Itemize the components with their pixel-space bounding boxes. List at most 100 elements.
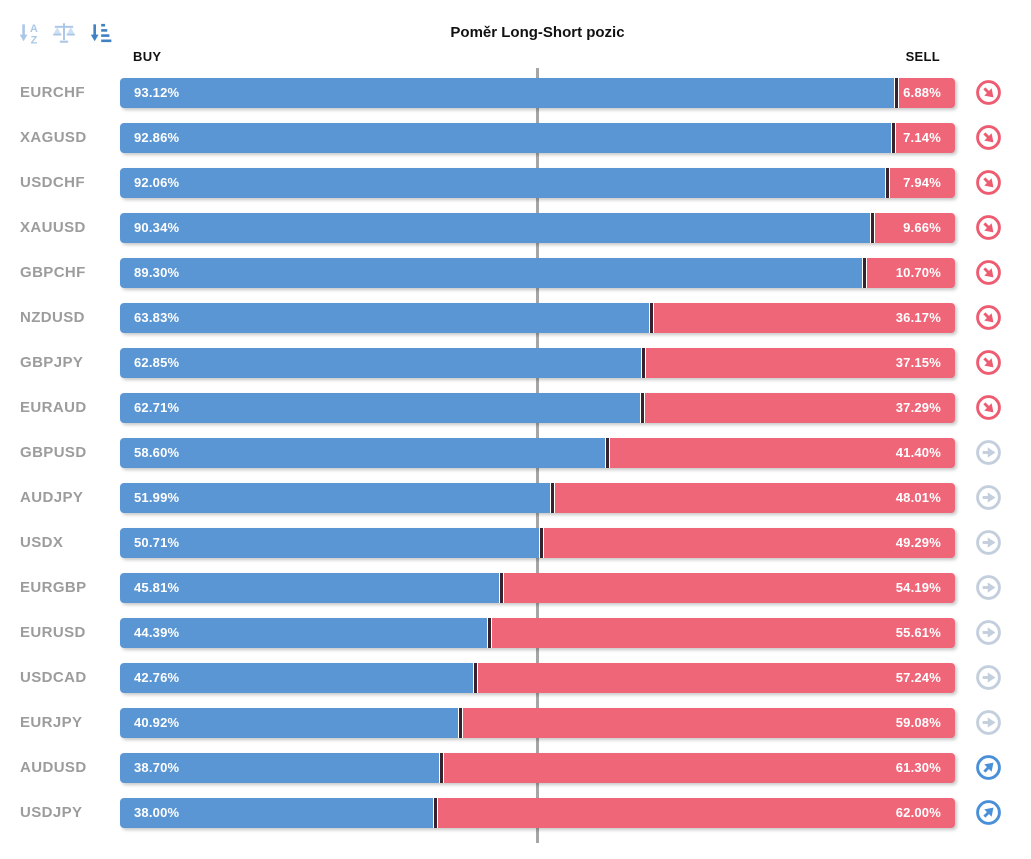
sell-bar[interactable]: 54.19% — [503, 572, 955, 603]
sell-bar[interactable]: 36.17% — [653, 302, 955, 333]
trend-neutral-icon[interactable] — [975, 619, 1002, 646]
sell-column-header: SELL — [905, 49, 940, 64]
buy-bar[interactable]: 93.12% — [120, 77, 894, 108]
sort-alphabetical-icon[interactable]: A Z — [16, 20, 42, 46]
trend-down-icon[interactable] — [969, 388, 1007, 426]
trend-down-icon[interactable] — [969, 343, 1007, 381]
buy-bar[interactable]: 45.81% — [120, 572, 499, 603]
balance-scale-icon[interactable] — [51, 20, 77, 46]
trend-column — [955, 214, 1031, 241]
buy-value: 62.71% — [134, 400, 180, 415]
sell-bar[interactable]: 57.24% — [478, 662, 955, 693]
sell-value: 36.17% — [895, 310, 941, 325]
trend-down-icon[interactable] — [969, 208, 1007, 246]
buy-bar[interactable]: 62.71% — [120, 392, 640, 423]
trend-column — [955, 304, 1031, 331]
buy-value: 58.60% — [134, 445, 180, 460]
sell-bar[interactable]: 49.29% — [544, 527, 955, 558]
buy-value: 44.39% — [134, 625, 180, 640]
pair-row: NZDUSD 63.83% 36.17% — [0, 295, 1031, 340]
trend-neutral-icon[interactable] — [975, 529, 1002, 556]
trend-down-icon[interactable] — [969, 163, 1007, 201]
buy-column-header: BUY — [133, 49, 162, 64]
sort-by-amount-icon[interactable] — [86, 20, 112, 46]
trend-neutral-icon[interactable] — [975, 484, 1002, 511]
trend-neutral-icon[interactable] — [975, 664, 1002, 691]
trend-column — [955, 439, 1031, 466]
buy-value: 63.83% — [134, 310, 180, 325]
ratio-bar[interactable]: 45.81% 54.19% — [120, 572, 955, 603]
pair-row: EURJPY 40.92% 59.08% — [0, 700, 1031, 745]
buy-value: 90.34% — [134, 220, 180, 235]
pair-row: USDCAD 42.76% 57.24% — [0, 655, 1031, 700]
sell-value: 48.01% — [895, 490, 941, 505]
ratio-bar[interactable]: 51.99% 48.01% — [120, 482, 955, 513]
sell-bar[interactable]: 55.61% — [491, 617, 955, 648]
trend-up-icon[interactable] — [969, 793, 1007, 831]
sell-bar[interactable]: 37.15% — [645, 347, 955, 378]
trend-up-icon[interactable] — [969, 748, 1007, 786]
bar-divider — [639, 392, 645, 423]
ratio-rows: EURCHF 93.12% 6.88% — [0, 70, 1031, 835]
ratio-bar[interactable]: 42.76% 57.24% — [120, 662, 955, 693]
bar-divider — [884, 167, 890, 198]
ratio-bar[interactable]: 92.06% 7.94% — [120, 167, 955, 198]
ratio-bar[interactable]: 62.71% 37.29% — [120, 392, 955, 423]
ratio-bar[interactable]: 92.86% 7.14% — [120, 122, 955, 153]
buy-bar[interactable]: 50.71% — [120, 527, 540, 558]
sell-bar[interactable]: 62.00% — [438, 797, 955, 828]
pair-row: XAUUSD 90.34% 9.66% — [0, 205, 1031, 250]
ratio-bar[interactable]: 38.00% 62.00% — [120, 797, 955, 828]
buy-bar[interactable]: 51.99% — [120, 482, 551, 513]
sell-bar[interactable]: 9.66% — [875, 212, 955, 243]
ratio-bar[interactable]: 40.92% 59.08% — [120, 707, 955, 738]
pair-name: AUDUSD — [20, 759, 87, 776]
ratio-bar[interactable]: 58.60% 41.40% — [120, 437, 955, 468]
pair-row: EURGBP 45.81% 54.19% — [0, 565, 1031, 610]
trend-neutral-icon[interactable] — [975, 574, 1002, 601]
sell-bar[interactable]: 48.01% — [555, 482, 955, 513]
buy-bar[interactable]: 42.76% — [120, 662, 474, 693]
buy-bar[interactable]: 62.85% — [120, 347, 641, 378]
trend-down-icon[interactable] — [969, 253, 1007, 291]
ratio-bar[interactable]: 44.39% 55.61% — [120, 617, 955, 648]
buy-bar[interactable]: 92.86% — [120, 122, 892, 153]
buy-bar[interactable]: 89.30% — [120, 257, 862, 288]
trend-column — [955, 799, 1031, 826]
sell-bar[interactable]: 41.40% — [610, 437, 955, 468]
trend-neutral-icon[interactable] — [975, 439, 1002, 466]
buy-bar[interactable]: 38.00% — [120, 797, 434, 828]
sell-bar[interactable]: 59.08% — [462, 707, 955, 738]
sell-bar[interactable]: 37.29% — [644, 392, 955, 423]
buy-value: 50.71% — [134, 535, 180, 550]
sell-bar[interactable]: 6.88% — [898, 77, 955, 108]
sell-bar[interactable]: 61.30% — [444, 752, 955, 783]
pair-row: EURAUD 62.71% 37.29% — [0, 385, 1031, 430]
sell-value: 7.14% — [903, 130, 941, 145]
buy-bar[interactable]: 40.92% — [120, 707, 458, 738]
buy-bar[interactable]: 63.83% — [120, 302, 649, 333]
ratio-bar[interactable]: 93.12% 6.88% — [120, 77, 955, 108]
buy-bar[interactable]: 58.60% — [120, 437, 606, 468]
sell-value: 37.29% — [895, 400, 941, 415]
ratio-bar[interactable]: 38.70% 61.30% — [120, 752, 955, 783]
pair-name: EURJPY — [20, 714, 83, 731]
pair-name: EURCHF — [20, 84, 85, 101]
trend-down-icon[interactable] — [969, 118, 1007, 156]
ratio-bar[interactable]: 62.85% 37.15% — [120, 347, 955, 378]
buy-bar[interactable]: 90.34% — [120, 212, 871, 243]
buy-bar[interactable]: 92.06% — [120, 167, 885, 198]
sell-bar[interactable]: 10.70% — [866, 257, 955, 288]
sell-bar[interactable]: 7.94% — [889, 167, 955, 198]
ratio-bar[interactable]: 90.34% 9.66% — [120, 212, 955, 243]
trend-neutral-icon[interactable] — [975, 709, 1002, 736]
buy-value: 89.30% — [134, 265, 180, 280]
trend-down-icon[interactable] — [969, 73, 1007, 111]
ratio-bar[interactable]: 50.71% 49.29% — [120, 527, 955, 558]
trend-down-icon[interactable] — [969, 298, 1007, 336]
buy-bar[interactable]: 44.39% — [120, 617, 487, 648]
ratio-bar[interactable]: 89.30% 10.70% — [120, 257, 955, 288]
ratio-bar[interactable]: 63.83% 36.17% — [120, 302, 955, 333]
sell-bar[interactable]: 7.14% — [896, 122, 955, 153]
buy-bar[interactable]: 38.70% — [120, 752, 440, 783]
